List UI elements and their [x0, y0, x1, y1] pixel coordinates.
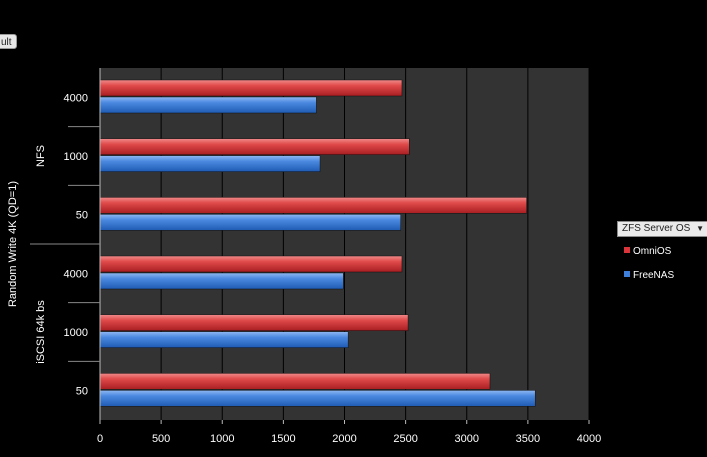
bar-omnios: [99, 255, 403, 273]
legend-item-omnios: OmniOS: [624, 246, 671, 258]
category-label: 4000: [64, 268, 88, 280]
pivot-field-button[interactable]: ult: [0, 34, 17, 49]
dropdown-arrow-icon[interactable]: ▼: [696, 224, 704, 233]
group-label: NFS: [35, 145, 47, 167]
x-tick-label: 3000: [455, 433, 479, 445]
bar-omnios: [99, 138, 410, 155]
legend-item-label: FreeNAS: [633, 270, 675, 281]
legend-filter-dropdown[interactable]: ZFS Server OS ▼: [617, 221, 707, 237]
bar-freenas: [99, 155, 321, 172]
bar-omnios: [99, 79, 403, 97]
bar-omnios: [99, 373, 491, 390]
bar-omnios: [99, 314, 409, 331]
category-label: 4000: [64, 92, 88, 104]
category-label: 50: [76, 210, 88, 222]
x-tick-label: 0: [97, 433, 103, 445]
y-axis-label: Random Write 4K (QD=1): [7, 181, 19, 307]
legend-swatch-omnios: [624, 247, 630, 254]
bar-freenas: [99, 272, 344, 290]
legend-header-label: ZFS Server OS: [622, 223, 691, 234]
legend-item-label: OmniOS: [633, 246, 672, 257]
bar-freenas: [99, 214, 401, 231]
category-label: 1000: [64, 151, 88, 163]
group-label: iSCSI 64k bs: [35, 300, 47, 364]
x-tick-label: 1500: [271, 433, 295, 445]
x-tick-label: 3500: [516, 433, 540, 445]
legend-swatch-freenas: [624, 271, 630, 278]
legend: ZFS Server OS ▼ OmniOS FreeNAS: [617, 221, 707, 281]
x-tick-label: 2500: [393, 433, 417, 445]
x-tick-label: 2000: [332, 433, 356, 445]
category-label: 1000: [64, 327, 88, 339]
x-tick-label: 1000: [210, 433, 234, 445]
category-label: 50: [76, 386, 88, 398]
legend-item-freenas: FreeNAS: [624, 270, 674, 282]
bar-freenas: [99, 390, 536, 407]
bar-freenas: [99, 96, 317, 114]
x-tick-label: 500: [152, 433, 170, 445]
bar-omnios: [99, 197, 527, 214]
bar-freenas: [99, 331, 349, 348]
x-tick-label: 4000: [577, 433, 601, 445]
